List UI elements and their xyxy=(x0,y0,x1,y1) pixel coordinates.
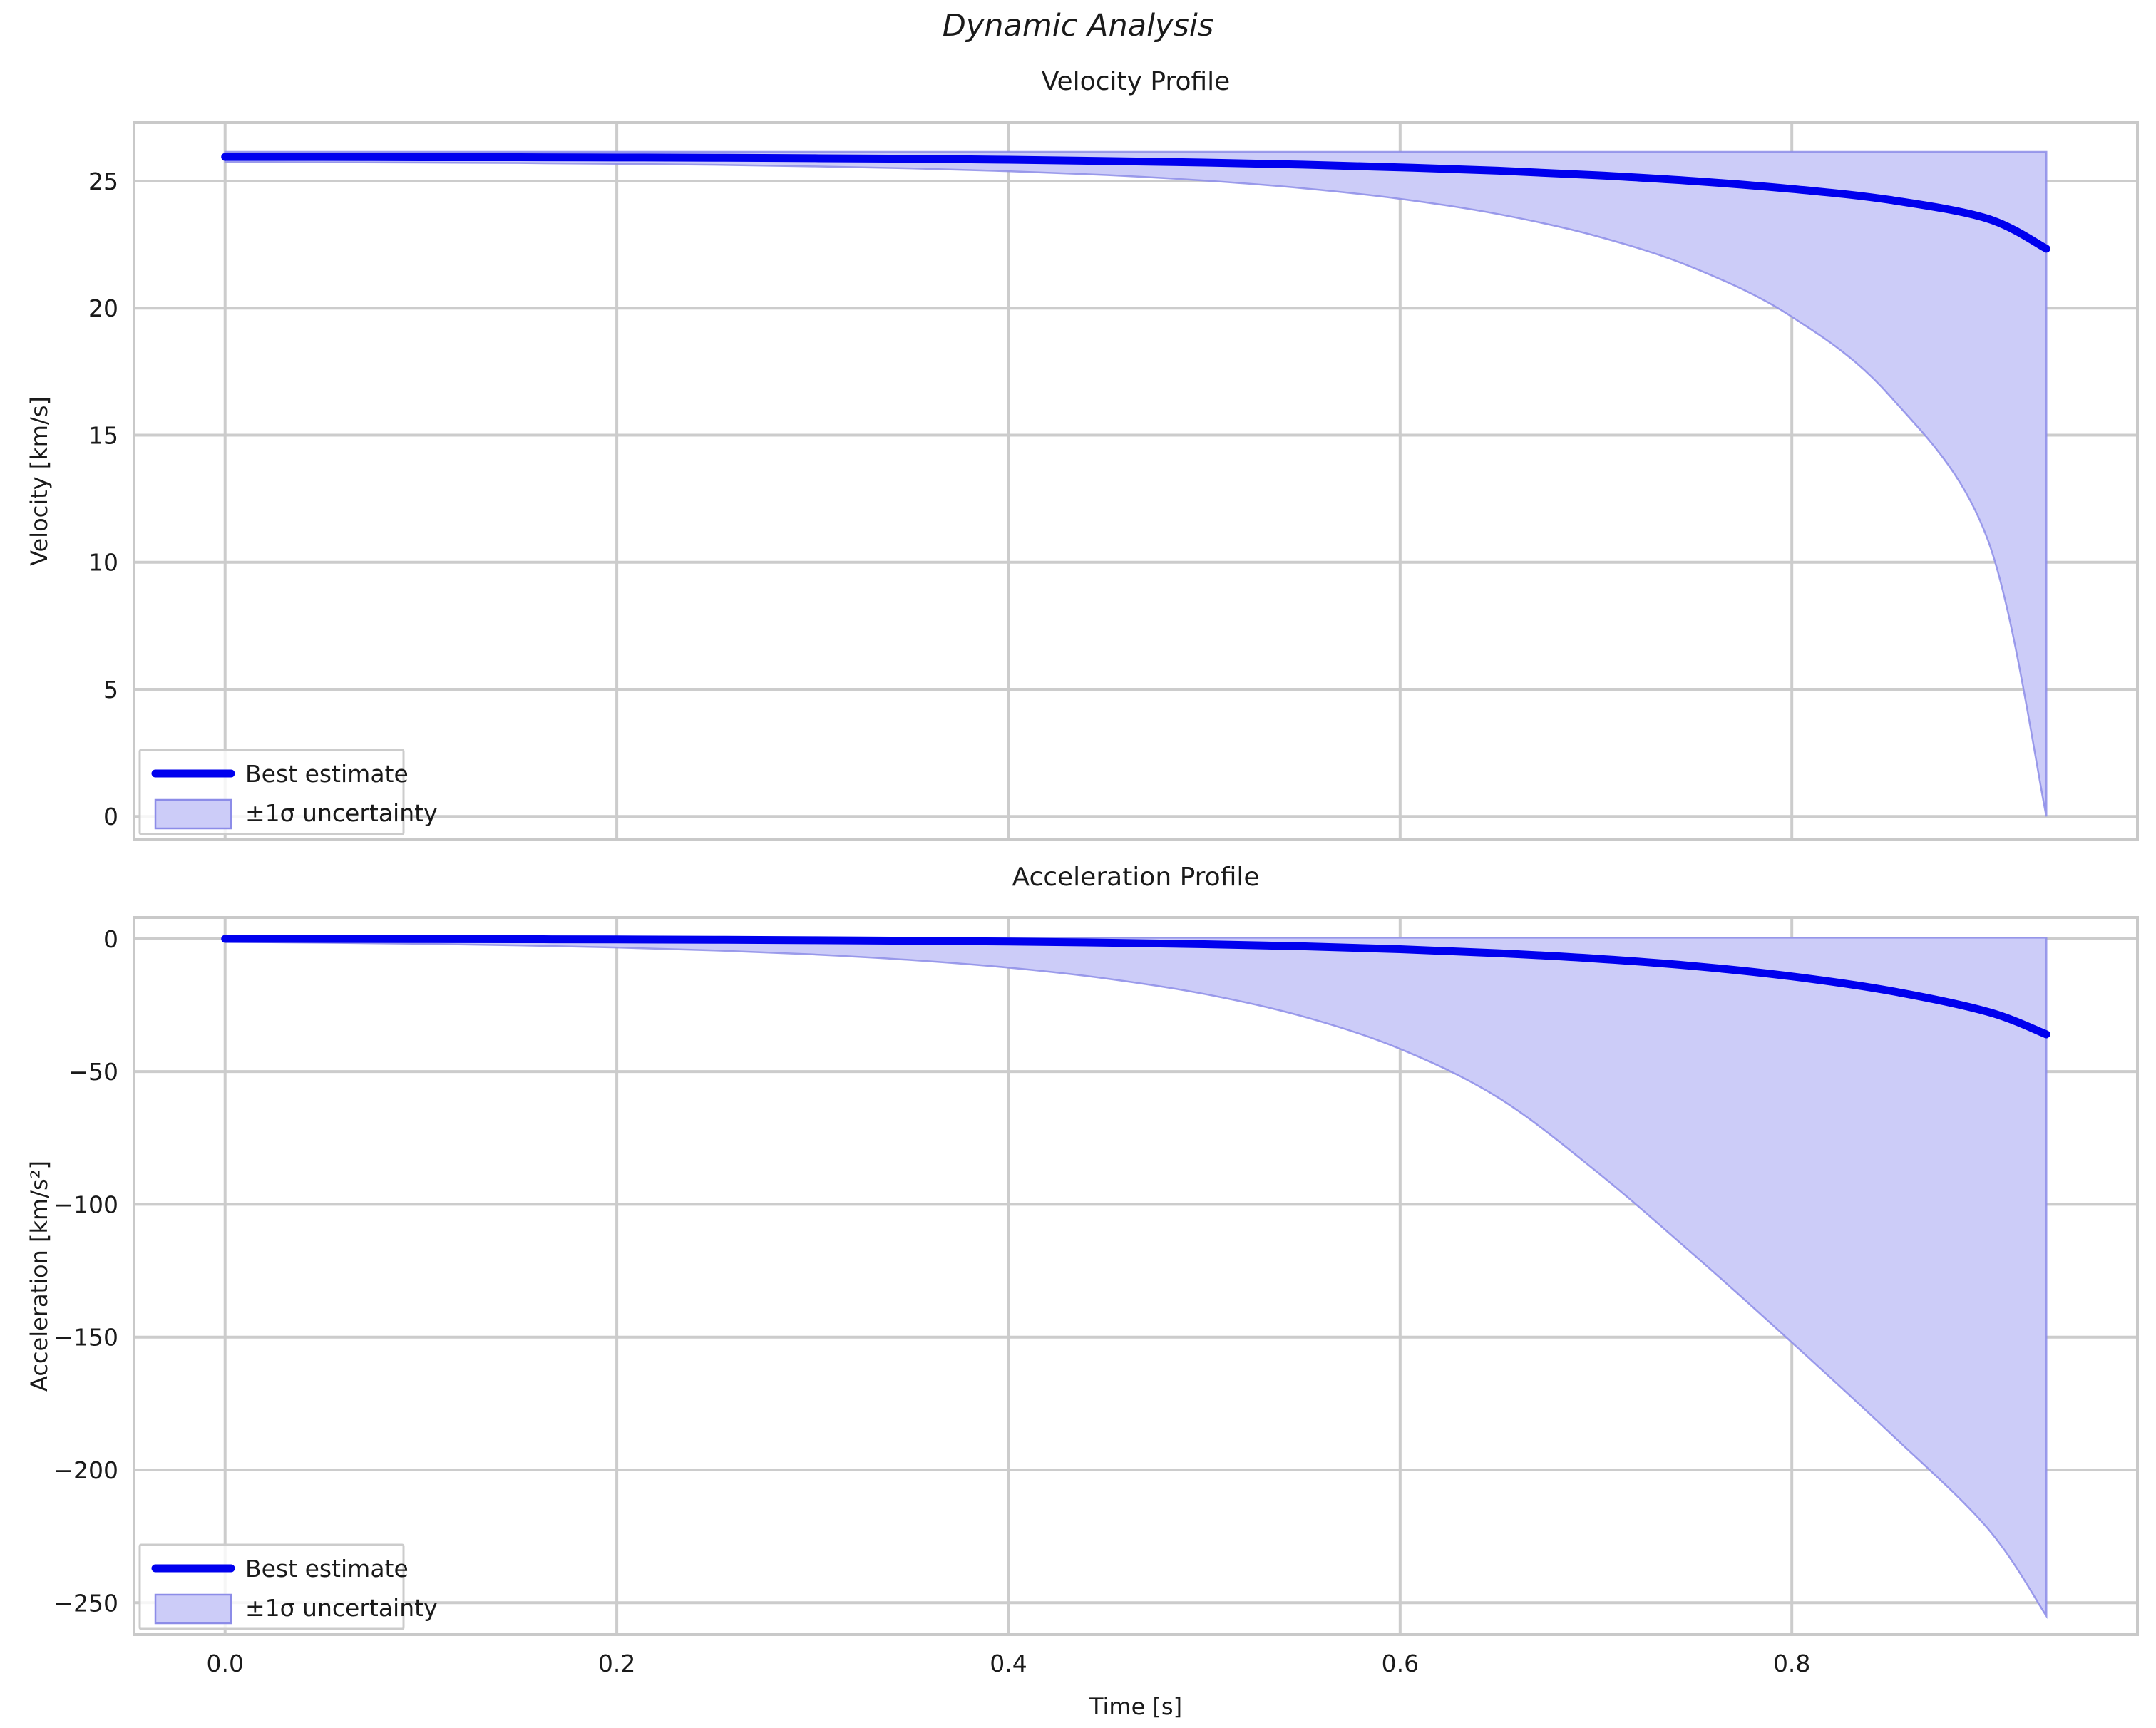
axes-velocity: Velocity Profile 0 5 10 15 20 25 Velocity [km/s… xyxy=(26,67,2139,841)
ytick-label-acceleration: −150 xyxy=(53,1324,118,1352)
ytick-label-acceleration: 0 xyxy=(103,925,118,953)
best-estimate-line-velocity xyxy=(221,153,2050,253)
ytick-label-velocity: 20 xyxy=(88,294,118,322)
axes-frame-acceleration xyxy=(133,916,2139,1636)
legend-band-swatch xyxy=(154,798,232,830)
ytick-label-velocity: 0 xyxy=(103,803,118,830)
ytick-label-acceleration: −50 xyxy=(68,1058,118,1086)
ytick-label-velocity: 10 xyxy=(88,549,118,577)
ytick-label-velocity: 5 xyxy=(103,676,118,704)
xtick-label-acceleration: 0.6 xyxy=(1382,1650,1419,1677)
gridlines-velocity xyxy=(134,123,2137,840)
subplot-title-velocity: Velocity Profile xyxy=(1042,67,1231,96)
figure-suptitle: Dynamic Analysis xyxy=(943,8,1213,43)
ytick-label-acceleration: −100 xyxy=(53,1190,118,1218)
legend-line-label: Best estimate xyxy=(245,1555,409,1583)
legend-acceleration[interactable]: Best estimate ±1σ uncertainty xyxy=(138,1543,438,1630)
uncertainty-band-velocity xyxy=(224,150,2048,817)
xtick-label-acceleration: 0.8 xyxy=(1773,1650,1810,1677)
xaxis-label-acceleration: Time [s] xyxy=(1089,1693,1182,1720)
ytick-label-velocity: 15 xyxy=(88,421,118,449)
yaxis-label-velocity: Velocity [km/s] xyxy=(26,396,53,566)
legend-band-swatch xyxy=(154,1593,232,1625)
legend-velocity[interactable]: Best estimate ±1σ uncertainty xyxy=(138,749,438,835)
legend-band-label: ±1σ uncertainty xyxy=(245,799,438,827)
axes-frame-velocity xyxy=(133,121,2139,841)
axes-acceleration: Acceleration Profile 0 −50 −100 −150 −200 −250… xyxy=(26,863,2139,1720)
panel-group: Velocity Profile 0 5 10 15 20 25 Velocity [km/s… xyxy=(26,67,2139,1720)
xtick-label-acceleration: 0.0 xyxy=(206,1650,243,1677)
subplot-title-acceleration: Acceleration Profile xyxy=(1012,863,1259,892)
xtick-label-acceleration: 0.4 xyxy=(990,1650,1027,1677)
yaxis-label-acceleration: Acceleration [km/s²] xyxy=(26,1161,53,1392)
xtick-label-acceleration: 0.2 xyxy=(598,1650,635,1677)
ytick-label-velocity: 25 xyxy=(88,168,118,195)
legend-line-label: Best estimate xyxy=(245,760,409,788)
best-estimate-line-acceleration xyxy=(221,935,2050,1039)
ytick-label-acceleration: −250 xyxy=(53,1589,118,1617)
legend-band-label: ±1σ uncertainty xyxy=(245,1594,438,1622)
ytick-label-acceleration: −200 xyxy=(53,1456,118,1484)
